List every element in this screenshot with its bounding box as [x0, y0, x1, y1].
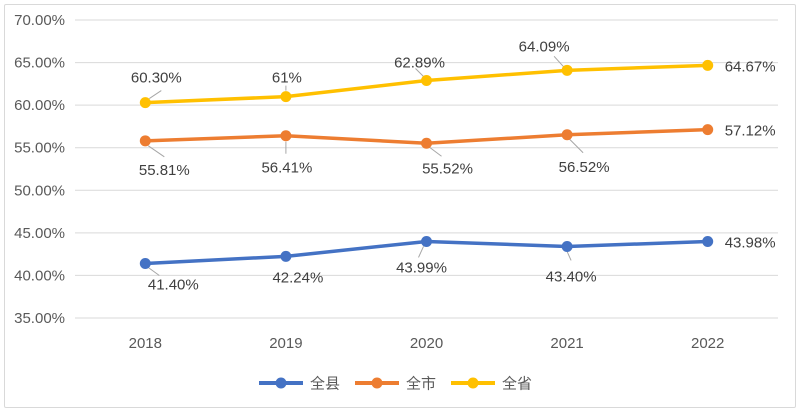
data-label-全省: 64.09% [519, 38, 570, 55]
data-label-全省: 64.67% [725, 58, 776, 75]
data-label-全省: 61% [272, 70, 302, 87]
y-axis-label: 65.00% [14, 55, 65, 72]
data-label-全市: 55.52% [422, 160, 473, 177]
data-point-全市 [421, 137, 432, 149]
x-axis-label: 2018 [129, 335, 162, 352]
data-label-全县: 42.24% [272, 269, 323, 286]
data-point-全县 [561, 240, 573, 252]
data-label-全市: 56.41% [261, 160, 312, 177]
data-point-全市 [139, 135, 151, 147]
data-point-全省 [139, 97, 151, 109]
y-axis-label: 50.00% [14, 182, 65, 199]
data-label-全县: 41.40% [148, 277, 199, 294]
data-label-全市: 55.81% [139, 162, 190, 179]
data-point-全省 [561, 64, 573, 76]
data-label-全市: 56.52% [559, 159, 610, 176]
y-axis-label: 45.00% [14, 225, 65, 242]
data-label-leader-line [429, 146, 442, 157]
legend-item-全省: 全省 [451, 375, 532, 393]
y-axis-label: 60.00% [14, 97, 65, 114]
x-axis-label: 2022 [691, 335, 724, 352]
data-label-leader-line [149, 90, 162, 100]
data-label-leader-line [415, 68, 425, 78]
y-axis-label: 55.00% [14, 140, 65, 157]
data-label-leader-line [566, 251, 572, 261]
data-point-全县 [139, 258, 151, 270]
data-point-全市 [702, 124, 714, 136]
data-label-leader-line [553, 55, 565, 68]
legend-label: 全县 [310, 375, 340, 393]
data-label-全县: 43.40% [546, 268, 597, 285]
y-axis-label: 35.00% [14, 310, 65, 327]
data-label-全省: 62.89% [394, 55, 445, 72]
data-label-全省: 60.30% [131, 70, 182, 87]
data-label-leader-line [418, 246, 424, 258]
data-point-全省 [280, 91, 292, 103]
data-label-全县: 43.99% [396, 259, 447, 276]
y-axis-label: 40.00% [14, 267, 65, 284]
legend-item-全市: 全市 [355, 375, 436, 393]
legend-item-全县: 全县 [259, 375, 340, 393]
chart-frame: 35.00% 40.00% 45.00% 50.00% 55.00% 60.00% 65.0… [4, 4, 796, 408]
x-axis-label: 2020 [410, 335, 443, 352]
data-label-全县: 43.98% [725, 235, 776, 252]
data-point-全县 [280, 250, 292, 262]
data-point-全省 [421, 75, 432, 87]
legend-dot-marker [275, 377, 287, 389]
y-axis-label: 70.00% [14, 12, 65, 29]
line-chart: 35.00% 40.00% 45.00% 50.00% 55.00% 60.00% 65.0… [14, 12, 778, 393]
data-point-全市 [280, 130, 292, 142]
data-point-全市 [561, 129, 573, 141]
data-label-leader-line [148, 145, 165, 158]
legend-label: 全省 [502, 375, 532, 393]
data-point-全县 [702, 236, 714, 248]
data-label-全市: 57.12% [725, 123, 776, 140]
data-label-leader-line [568, 138, 584, 154]
legend-dot-marker [467, 377, 479, 389]
data-point-全县 [421, 235, 432, 247]
x-axis-label: 2021 [550, 335, 583, 352]
legend-label: 全市 [406, 375, 436, 393]
data-point-全省 [702, 59, 714, 71]
x-axis-label: 2019 [269, 335, 302, 352]
data-label-leader-line [148, 267, 160, 276]
legend-dot-marker [371, 377, 383, 389]
